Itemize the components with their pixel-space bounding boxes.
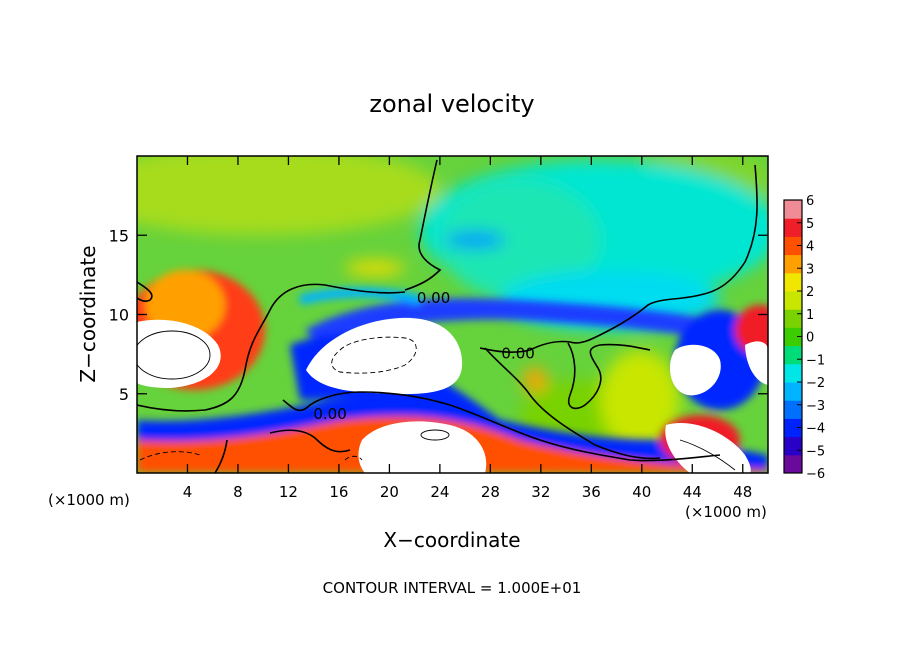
colorbar-swatch (784, 436, 802, 456)
x-tick-label: 44 (683, 483, 702, 501)
colorbar-swatch (784, 400, 802, 419)
colorbar-swatch (784, 418, 802, 438)
x-tick-label: 32 (531, 483, 550, 501)
x-axis-ticks: 4 8 12 16 20 24 28 32 36 40 44 48 (183, 156, 752, 501)
colorbar-swatch (784, 345, 802, 365)
colorbar-tick-label: −1 (806, 353, 825, 368)
x-tick-label: 24 (430, 483, 449, 501)
colorbar-swatch (784, 200, 802, 219)
colorbar-tick-label: 2 (806, 285, 814, 300)
velocity-field (137, 156, 768, 473)
contour-interval-note: CONTOUR INTERVAL = 1.000E+01 (323, 579, 582, 597)
x-unit-label-right: (×1000 m) (685, 503, 767, 521)
colorbar-swatch (784, 291, 802, 310)
x-tick-label: 8 (233, 483, 243, 501)
x-axis-label: X−coordinate (383, 528, 520, 552)
colorbar-swatch (784, 272, 802, 292)
x-tick-label: 16 (329, 483, 348, 501)
x-tick-label: 20 (380, 483, 399, 501)
colorbar-tick-label: −4 (806, 422, 825, 437)
y-tick-label: 5 (119, 385, 129, 404)
colorbar-swatch (784, 454, 802, 474)
colorbar-tick-label: 0 (806, 331, 814, 346)
x-tick-label: 48 (733, 483, 752, 501)
colorbar-tick-label: 5 (806, 217, 814, 232)
x-tick-label: 4 (183, 483, 193, 501)
colorbar-swatch (784, 382, 802, 401)
x-tick-label: 36 (582, 483, 601, 501)
y-tick-label: 10 (109, 306, 129, 325)
chart-title: zonal velocity (369, 90, 534, 118)
colorbar-swatch (784, 254, 802, 274)
colorbar: 6 5 4 3 2 1 0 −1 −2 −3 −4 −5 −6 (783, 194, 825, 482)
colorbar-tick-label: −3 (806, 399, 825, 414)
colorbar-swatch (784, 236, 802, 256)
contour-label: 0.00 (501, 345, 534, 363)
colorbar-tick-label: 6 (806, 194, 814, 209)
colorbar-swatch (784, 327, 802, 347)
x-unit-label-left: (×1000 m) (48, 491, 130, 509)
colorbar-tick-label: 1 (806, 308, 814, 323)
colorbar-tick-label: −2 (806, 376, 825, 391)
y-axis-ticks: 5 10 15 (109, 226, 768, 404)
colorbar-tick-label: −6 (806, 467, 825, 482)
colorbar-swatch (784, 363, 802, 383)
colorbar-tick-label: −5 (806, 444, 825, 459)
colorbar-tick-label: 3 (806, 262, 814, 277)
x-tick-label: 40 (632, 483, 651, 501)
colorbar-swatch (784, 309, 802, 328)
x-tick-label: 12 (279, 483, 298, 501)
y-tick-label: 15 (109, 226, 129, 245)
colorbar-swatch (784, 218, 802, 237)
colorbar-tick-label: 4 (806, 240, 814, 255)
contour-label: 0.00 (313, 405, 346, 423)
contour-label: 0.00 (417, 289, 450, 307)
y-axis-label: Z−coordinate (76, 245, 100, 382)
contour-labels: 0.00 0.00 0.00 (313, 289, 534, 423)
x-tick-label: 28 (481, 483, 500, 501)
